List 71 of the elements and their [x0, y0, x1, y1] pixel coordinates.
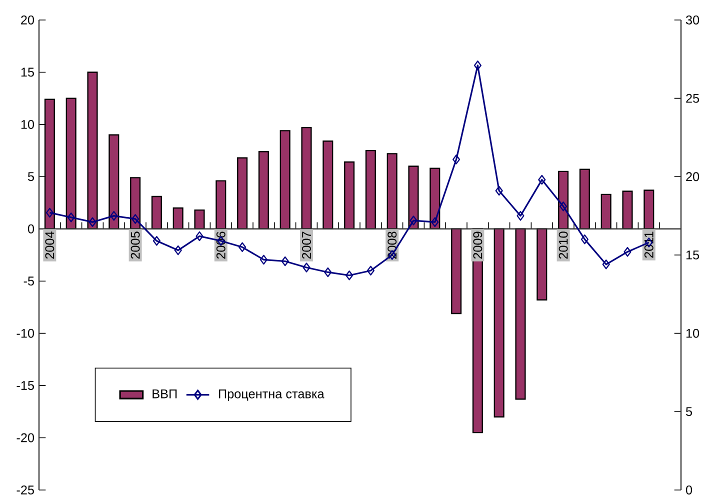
point — [538, 174, 546, 185]
bar — [515, 228, 526, 400]
bar — [344, 161, 355, 230]
point — [196, 231, 204, 242]
y-tick-label: 20 — [21, 16, 34, 24]
y-tick-label: 0 — [28, 224, 34, 234]
point — [516, 210, 524, 221]
bar — [322, 140, 334, 230]
point — [560, 202, 568, 212]
point — [324, 267, 332, 278]
point — [431, 217, 439, 227]
point — [238, 242, 246, 252]
y2-tick-label: 20 — [686, 172, 700, 182]
bar — [365, 150, 376, 230]
bar — [408, 166, 419, 230]
y2-tick-label: 30 — [686, 16, 700, 24]
y-tick-label: -15 — [16, 381, 34, 390]
point — [281, 256, 289, 266]
legend-label: Процентна ставка — [219, 389, 324, 401]
point — [260, 254, 268, 265]
bar — [430, 168, 440, 230]
bar — [579, 168, 590, 230]
bar — [237, 157, 248, 230]
point — [132, 214, 140, 224]
y-tick-label: 5 — [28, 172, 34, 182]
y-tick-label: -20 — [16, 433, 34, 442]
bar — [66, 98, 76, 230]
bar — [494, 228, 504, 418]
point — [46, 208, 54, 218]
bar — [87, 72, 98, 230]
y2-tick-label: 0 — [686, 486, 692, 494]
x-tick-label: 2005 — [130, 232, 140, 259]
bar — [622, 190, 633, 230]
y2-tick-label: 5 — [686, 407, 692, 416]
y-tick-label: -5 — [24, 276, 34, 286]
legend-label: ВВП — [152, 389, 177, 398]
x-tick-label: 2009 — [473, 232, 482, 259]
y-tick-label: -10 — [16, 328, 34, 338]
bar — [451, 228, 462, 314]
point — [110, 210, 118, 221]
y-tick-label: 10 — [21, 120, 34, 129]
point — [366, 266, 374, 276]
x-tick-label: 2010 — [558, 232, 568, 259]
point — [624, 246, 632, 257]
bar — [600, 194, 612, 230]
point — [602, 260, 610, 270]
bar — [194, 209, 205, 230]
x-tick-label: 2004 — [45, 232, 54, 259]
point — [452, 154, 460, 164]
x-tick-label: 2007 — [302, 232, 311, 259]
point — [302, 262, 310, 272]
bar — [172, 207, 184, 230]
point — [152, 236, 160, 246]
y-tick-label: -25 — [16, 486, 34, 494]
y2-tick-label: 10 — [686, 328, 700, 338]
point — [474, 60, 482, 70]
y-tick-label: 15 — [21, 68, 34, 77]
y2-tick-label: 15 — [686, 250, 700, 260]
bar — [258, 150, 269, 230]
point — [410, 216, 418, 226]
point — [495, 186, 503, 196]
bar — [536, 228, 548, 300]
bar — [280, 130, 290, 230]
point — [88, 217, 96, 227]
point — [174, 245, 182, 256]
bar — [151, 196, 162, 230]
point — [67, 212, 75, 222]
point — [346, 270, 354, 280]
point — [580, 234, 588, 244]
bar — [108, 134, 120, 230]
y2-tick-label: 25 — [686, 94, 700, 103]
